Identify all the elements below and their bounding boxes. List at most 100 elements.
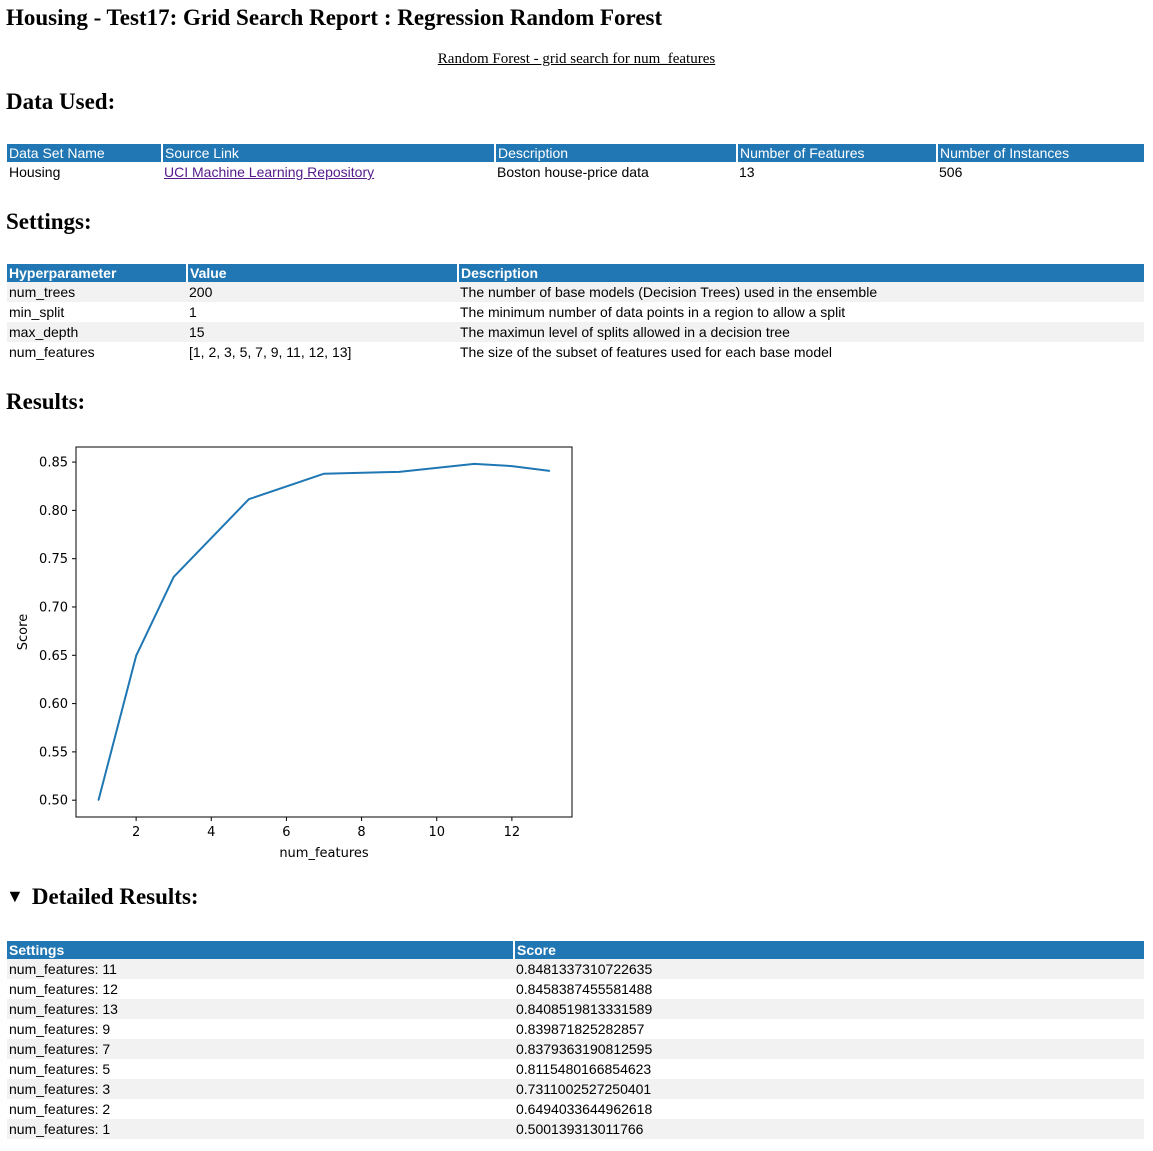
uci-repository-link[interactable]: UCI Machine Learning Repository (164, 164, 375, 180)
column-header: Number of Features (736, 144, 937, 162)
column-header: Source Link (161, 144, 495, 162)
plot-frame (75, 446, 573, 818)
settings-table: Hyperparameter Value Description num_tre… (7, 264, 1144, 362)
table-row: num_features: 1 0.500139313011766 (7, 1119, 1144, 1139)
data-point (398, 471, 400, 473)
settings-cell: num_features: 12 (9, 981, 118, 997)
settings-heading: Settings: (6, 209, 92, 234)
score-cell: 0.8115480166854623 (516, 1061, 652, 1077)
table-header-row: Settings Score (7, 941, 1144, 959)
hyperparameter-value: 1 (189, 304, 197, 320)
x-tick-label: 6 (282, 825, 290, 840)
table-row: num_features: 7 0.8379363190812595 (7, 1039, 1144, 1059)
hyperparameter-description: The maximun level of splits allowed in a… (458, 322, 1144, 342)
column-header: Data Set Name (7, 144, 162, 162)
settings-cell: num_features: 5 (9, 1061, 111, 1077)
instance-count: 506 (939, 164, 963, 180)
column-header: Score (513, 941, 1144, 959)
y-tick-label: 0.75 (39, 552, 68, 567)
table-row: max_depth 15 The maximun level of splits… (7, 322, 1144, 342)
settings-cell: num_features: 2 (9, 1101, 111, 1117)
grid-search-link[interactable]: Random Forest - grid search for num_feat… (437, 51, 716, 67)
detailed-results-toggle[interactable]: ▼ Detailed Results: (6, 884, 199, 910)
table-header-row: Data Set Name Source Link Description Nu… (7, 144, 1144, 162)
settings-cell: num_features: 7 (7, 1039, 514, 1059)
hyperparameter-description: The minimum number of data points in a r… (460, 304, 846, 320)
x-tick-label: 10 (428, 825, 445, 840)
data-point (97, 799, 100, 801)
feature-count: 13 (739, 164, 755, 180)
table-row: min_split 1 The minimum number of data p… (7, 302, 1144, 322)
dataset-description: Boston house-price data (497, 164, 649, 180)
score-cell: 0.8481337310722635 (514, 959, 1144, 979)
data-point (548, 470, 551, 472)
detailed-results-heading: Detailed Results: (31, 884, 199, 909)
y-tick-label: 0.70 (39, 600, 68, 615)
settings-cell: num_features: 13 (7, 999, 514, 1019)
x-tick-label: 8 (357, 825, 365, 840)
dataset-name: Housing (9, 164, 61, 180)
hyperparameter-name: max_depth (7, 322, 187, 342)
score-cell: 0.7311002527250401 (514, 1079, 1144, 1099)
data-point (135, 655, 137, 657)
table-row: num_features: 3 0.7311002527250401 (7, 1079, 1144, 1099)
hyperparameter-description: The size of the subset of features used … (460, 344, 832, 360)
x-axis-label: num_features (279, 846, 369, 861)
table-row: num_features: 13 0.8408519813331589 (7, 999, 1144, 1019)
data-point (172, 576, 175, 578)
y-tick-label: 0.85 (39, 456, 68, 471)
column-header: Description (457, 264, 1144, 282)
hyperparameter-name: num_trees (7, 282, 187, 302)
score-cell: 0.839871825282857 (516, 1021, 645, 1037)
hyperparameter-value: 200 (187, 282, 458, 302)
table-row: num_features: 5 0.8115480166854623 (7, 1059, 1144, 1079)
column-header: Number of Instances (936, 144, 1144, 162)
settings-cell: num_features: 11 (7, 959, 514, 979)
series-line (97, 462, 550, 801)
column-header: Value (186, 264, 458, 282)
hyperparameter-value: [1, 2, 3, 5, 7, 9, 11, 12, 13] (189, 344, 352, 360)
table-row: num_features: 2 0.6494033644962618 (7, 1099, 1144, 1119)
disclosure-triangle-icon: ▼ (6, 886, 24, 906)
column-header: Settings (7, 941, 514, 959)
x-tick-label: 2 (132, 825, 140, 840)
detailed-results-table: Settings Score num_features: 11 0.8481337… (7, 941, 1144, 1139)
settings-cell: num_features: 1 (7, 1119, 514, 1139)
x-tick-label: 4 (207, 825, 215, 840)
data-used-heading: Data Used: (6, 89, 116, 114)
data-point (248, 498, 250, 501)
hyperparameter-name: num_features (9, 344, 95, 360)
score-cell: 0.500139313011766 (514, 1119, 1144, 1139)
score-cell: 0.8458387455581488 (516, 981, 653, 997)
data-used-table: Data Set Name Source Link Description Nu… (7, 144, 1144, 182)
hyperparameter-description: The number of base models (Decision Tree… (458, 282, 1144, 302)
table-row: num_features: 12 0.8458387455581488 (7, 979, 1144, 999)
y-tick-label: 0.55 (39, 745, 68, 760)
score-cell: 0.8408519813331589 (514, 999, 1144, 1019)
column-header: Hyperparameter (7, 264, 187, 282)
table-row: Housing UCI Machine Learning Repository … (7, 162, 1144, 182)
settings-cell: num_features: 3 (7, 1079, 514, 1099)
y-tick-label: 0.65 (39, 649, 68, 664)
hyperparameter-name: min_split (9, 304, 65, 320)
data-point (511, 465, 513, 467)
results-line-chart: 0.50 0.55 0.60 0.65 0.70 0.75 0.80 0.85 2 4 6 8 10 12… (16, 446, 573, 861)
data-point (323, 472, 325, 475)
score-cell: 0.6494033644962618 (516, 1101, 653, 1117)
source-link-cell: UCI Machine Learning Repository (162, 162, 495, 182)
y-axis-label: Score (16, 614, 31, 650)
x-tick-label: 12 (504, 825, 521, 840)
results-heading: Results: (6, 389, 86, 414)
y-tick-label: 0.50 (39, 794, 68, 809)
y-tick-label: 0.80 (39, 504, 68, 519)
table-row: num_trees 200 The number of base models … (7, 282, 1144, 302)
settings-cell: num_features: 9 (9, 1021, 111, 1037)
page-title: Housing - Test17: Grid Search Report : R… (6, 5, 663, 30)
column-header: Description (494, 144, 737, 162)
hyperparameter-value: 15 (187, 322, 458, 342)
table-row: num_features: 9 0.839871825282857 (7, 1019, 1144, 1039)
y-tick-label: 0.60 (39, 697, 68, 712)
table-row: num_features: 11 0.8481337310722635 (7, 959, 1144, 979)
score-cell: 0.8379363190812595 (514, 1039, 1144, 1059)
data-point (473, 463, 476, 465)
